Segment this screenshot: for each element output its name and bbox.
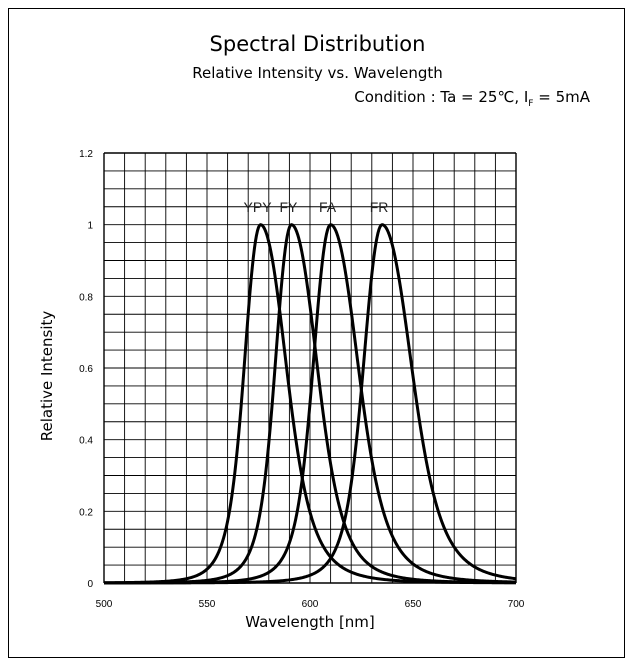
series-label: FR	[370, 199, 389, 215]
x-tick-label: 500	[96, 599, 113, 610]
y-axis-label: Relative Intensity	[38, 311, 56, 442]
x-tick-label: 700	[508, 599, 525, 610]
x-tick-label: 550	[199, 599, 216, 610]
x-axis-label: Wavelength [nm]	[245, 613, 375, 631]
y-tick-label: 0.4	[79, 436, 93, 447]
tick-labels: 500 550 600 650 700 0 0.2 0.4 0.6 0.8 1 1.2	[79, 149, 525, 610]
y-tick-label: 0.2	[79, 507, 93, 518]
grid	[104, 153, 516, 583]
x-tick-label: 600	[302, 599, 319, 610]
y-tick-label: 0	[87, 579, 93, 590]
series-label: FA	[319, 199, 337, 215]
y-tick-label: 1	[87, 221, 93, 232]
y-tick-label: 1.2	[79, 149, 93, 160]
y-tick-label: 0.8	[79, 292, 93, 303]
x-tick-label: 650	[405, 599, 422, 610]
y-tick-label: 0.6	[79, 364, 93, 375]
series-label: FY	[280, 199, 299, 215]
series-label: YPY	[244, 199, 273, 215]
